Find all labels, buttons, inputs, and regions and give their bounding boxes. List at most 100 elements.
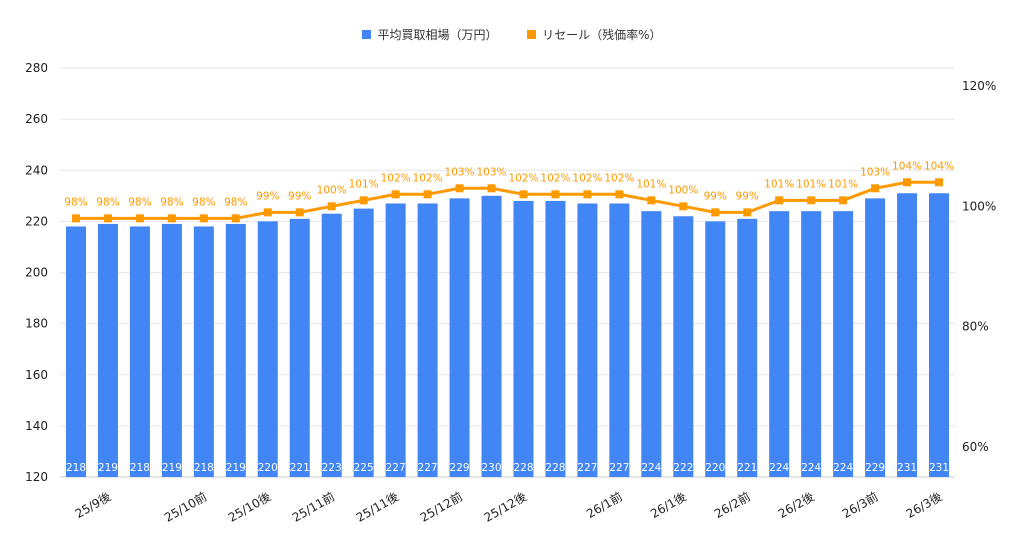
bar <box>897 193 918 477</box>
bar-data-label: 221 <box>737 462 757 474</box>
bar-data-label: 227 <box>577 462 597 474</box>
line-data-label: 104% <box>924 160 954 172</box>
bar-data-label: 228 <box>513 462 533 474</box>
bar-data-label: 229 <box>450 462 470 474</box>
line-data-label: 101% <box>796 178 826 190</box>
line-point <box>807 196 816 205</box>
line-data-label: 102% <box>540 172 570 184</box>
x-tick-label: 26/2後 <box>776 489 817 521</box>
legend-swatch-line <box>527 30 537 39</box>
line-data-label: 103% <box>860 166 890 178</box>
line-data-label: 99% <box>256 190 279 202</box>
line-point <box>871 184 880 193</box>
line-point <box>519 190 528 199</box>
bar <box>417 203 438 477</box>
x-tick-label: 25/12後 <box>482 489 529 524</box>
line-data-label: 98% <box>160 196 183 208</box>
line-point <box>263 208 272 217</box>
x-tick-label: 26/3後 <box>904 489 945 521</box>
bar-data-label: 227 <box>418 462 438 474</box>
bar <box>257 221 278 477</box>
bar-data-label: 224 <box>641 462 661 474</box>
bar-data-label: 218 <box>194 462 214 474</box>
bar <box>737 218 758 477</box>
left-tick-label: 280 <box>25 61 48 75</box>
line-data-label: 101% <box>636 178 666 190</box>
bar-data-label: 229 <box>865 462 885 474</box>
line-data-label: 99% <box>288 190 311 202</box>
line-point <box>423 190 432 199</box>
bar <box>705 221 726 477</box>
bar <box>193 226 214 477</box>
line-point <box>487 184 496 193</box>
line-data-label: 100% <box>317 184 347 196</box>
bar <box>289 218 310 477</box>
line-data-label: 98% <box>64 196 87 208</box>
line-data-label: 101% <box>828 178 858 190</box>
x-tick-label: 25/9後 <box>73 489 114 521</box>
line-point <box>231 214 240 223</box>
line-point <box>551 190 560 199</box>
bar <box>865 198 886 477</box>
bar <box>353 208 374 477</box>
left-tick-label: 220 <box>25 214 48 228</box>
bar-data-label: 231 <box>897 462 917 474</box>
bar-data-label: 224 <box>769 462 789 474</box>
line-data-label: 102% <box>413 172 443 184</box>
line-data-label: 102% <box>381 172 411 184</box>
left-tick-label: 180 <box>25 317 48 331</box>
line-data-label: 102% <box>572 172 602 184</box>
line-point <box>167 214 176 223</box>
x-tick-label: 26/1後 <box>648 489 689 521</box>
x-tick-label: 25/12前 <box>417 489 465 525</box>
bar-data-label: 218 <box>130 462 150 474</box>
bar <box>65 226 86 477</box>
line-point <box>679 202 688 211</box>
line-data-label: 104% <box>892 160 922 172</box>
legend-label-line: リセール（残価率%） <box>542 28 662 42</box>
line-data-label: 102% <box>508 172 538 184</box>
bar-data-label: 225 <box>354 462 374 474</box>
x-tick-label: 25/10前 <box>161 489 209 525</box>
bar <box>129 226 150 477</box>
line-point <box>647 196 656 205</box>
bar <box>929 193 950 477</box>
line-point <box>455 184 464 193</box>
bar <box>161 223 182 477</box>
left-tick-label: 240 <box>25 163 48 177</box>
line-point <box>711 208 720 217</box>
bar <box>769 211 790 477</box>
left-tick-label: 260 <box>25 112 48 126</box>
line-data-label: 103% <box>445 166 475 178</box>
right-tick-label: 60% <box>962 440 989 454</box>
x-tick-label: 25/11前 <box>289 489 337 525</box>
bar-data-label: 219 <box>98 462 118 474</box>
bar-data-label: 219 <box>226 462 246 474</box>
bar-data-label: 220 <box>705 462 725 474</box>
bar <box>673 216 694 477</box>
bar <box>609 203 630 477</box>
bar-data-label: 219 <box>162 462 182 474</box>
x-tick-label: 26/1前 <box>584 489 625 521</box>
line-point <box>935 178 944 187</box>
line-point <box>775 196 784 205</box>
line-point <box>583 190 592 199</box>
bar-data-label: 218 <box>66 462 86 474</box>
bar-data-label: 223 <box>322 462 342 474</box>
x-tick-label: 26/2前 <box>711 489 752 521</box>
right-tick-label: 120% <box>962 79 996 93</box>
line-point <box>295 208 304 217</box>
bar-data-label: 231 <box>929 462 949 474</box>
legend-label-bar: 平均買取相場（万円） <box>377 28 498 42</box>
line-point <box>71 214 80 223</box>
line-data-label: 98% <box>192 196 215 208</box>
bar <box>833 211 854 477</box>
line-point <box>743 208 752 217</box>
line-data-label: 99% <box>736 190 759 202</box>
bar-data-label: 221 <box>290 462 310 474</box>
bar-data-label: 224 <box>801 462 821 474</box>
line-point <box>199 214 208 223</box>
line-point <box>903 178 912 187</box>
